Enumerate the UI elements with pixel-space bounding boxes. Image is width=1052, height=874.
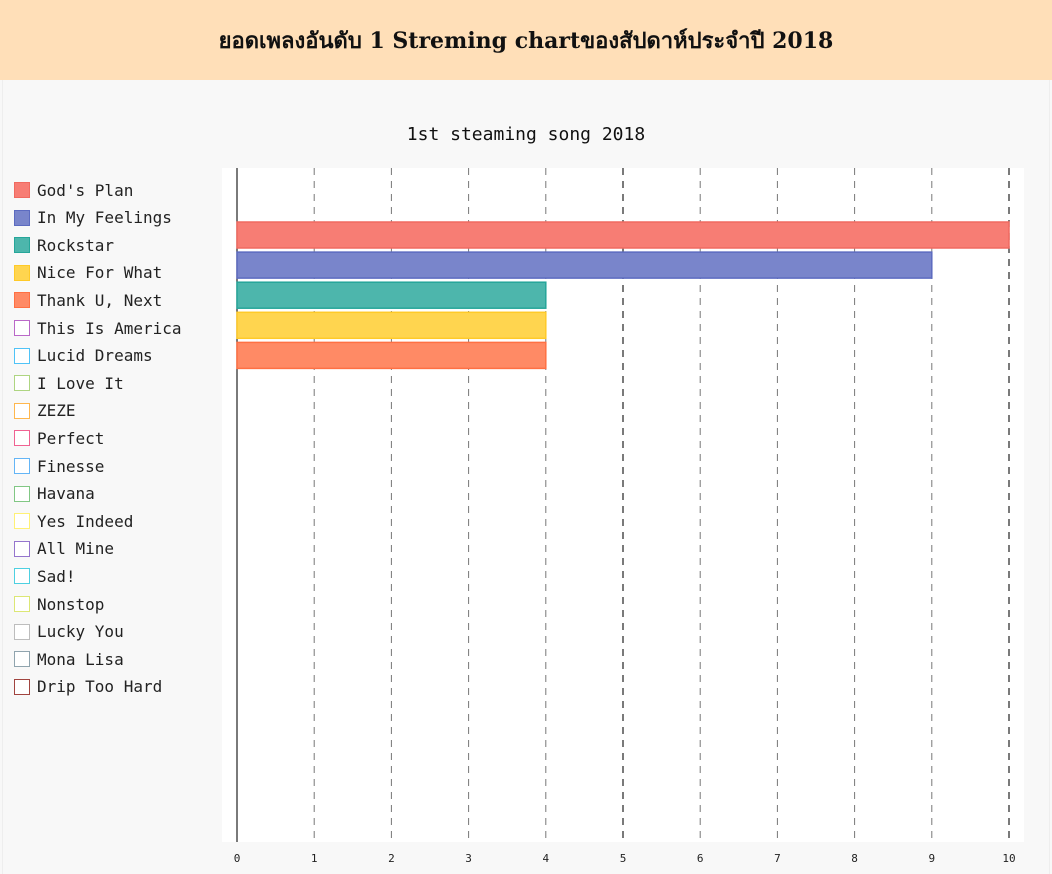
legend-swatch <box>14 237 30 254</box>
legend-swatch <box>14 678 30 695</box>
legend-label: Sad! <box>37 566 76 586</box>
legend-label: Havana <box>37 484 95 504</box>
legend-item[interactable]: God's Plan <box>14 180 133 200</box>
legend-item[interactable]: Perfect <box>14 428 104 448</box>
x-tick-label: 7 <box>774 852 781 865</box>
legend-item[interactable]: I Love It <box>14 373 124 393</box>
legend-label: In My Feelings <box>37 208 172 228</box>
legend-label: This Is America <box>37 318 182 338</box>
legend-label: God's Plan <box>37 180 134 200</box>
legend-swatch <box>14 209 30 226</box>
legend-item[interactable]: Drip Too Hard <box>14 677 162 697</box>
x-tick-label: 4 <box>542 852 549 865</box>
x-tick-label: 2 <box>388 852 395 865</box>
legend-item[interactable]: Thank U, Next <box>14 290 162 310</box>
x-tick-label: 3 <box>465 852 472 865</box>
bar <box>236 251 933 279</box>
legend-item[interactable]: Havana <box>14 484 95 504</box>
legend-item[interactable]: All Mine <box>14 539 114 559</box>
legend-label: Mona Lisa <box>37 649 124 669</box>
bar <box>236 311 547 340</box>
legend-item[interactable]: Mona Lisa <box>14 649 124 669</box>
legend-item[interactable]: Nice For What <box>14 263 162 283</box>
chart-title: 1st steaming song 2018 <box>406 124 646 145</box>
page-header: ยอดเพลงอันดับ 1 Streming chartของสัปดาห์… <box>0 0 1052 80</box>
legend-swatch <box>14 458 30 474</box>
legend-item[interactable]: Rockstar <box>14 235 114 255</box>
legend-item[interactable]: Lucky You <box>14 622 124 642</box>
legend-swatch <box>14 292 30 309</box>
legend-label: Drip Too Hard <box>37 677 163 697</box>
legend-swatch <box>14 320 30 336</box>
legend-swatch <box>14 375 30 392</box>
legend-item[interactable]: In My Feelings <box>14 208 172 228</box>
legend-swatch <box>14 264 30 281</box>
legend-item[interactable]: This Is America <box>14 318 182 338</box>
legend-label: Nonstop <box>37 594 105 614</box>
x-tick-label: 9 <box>928 852 935 865</box>
legend-label: I Love It <box>37 373 124 393</box>
legend-swatch <box>14 182 30 198</box>
x-tick-label: 5 <box>620 852 627 865</box>
legend-swatch <box>14 513 30 530</box>
legend-label: Lucky You <box>37 622 124 642</box>
legend-swatch <box>14 596 30 612</box>
page-title: ยอดเพลงอันดับ 1 Streming chartของสัปดาห์… <box>218 27 834 54</box>
legend-label: Perfect <box>37 428 105 448</box>
legend-swatch <box>14 430 30 447</box>
legend-swatch <box>14 402 30 419</box>
legend-item[interactable]: Sad! <box>14 566 76 586</box>
legend-label: Rockstar <box>37 235 115 255</box>
bar <box>236 341 547 370</box>
bar <box>236 281 547 309</box>
x-tick-label: 10 <box>1002 852 1015 865</box>
legend-item[interactable]: ZEZE <box>14 401 76 421</box>
legend-label: Finesse <box>37 456 105 476</box>
bar <box>236 221 1010 249</box>
x-tick-label: 6 <box>697 852 704 865</box>
legend-swatch <box>14 347 30 364</box>
x-tick-label: 8 <box>851 852 858 865</box>
legend-swatch <box>14 568 30 585</box>
legend-label: Lucid Dreams <box>37 346 153 366</box>
legend-label: Nice For What <box>37 263 163 283</box>
legend-item[interactable]: Nonstop <box>14 594 104 614</box>
legend-label: All Mine <box>37 539 115 559</box>
legend-swatch <box>14 485 30 502</box>
legend-label: Thank U, Next <box>37 290 163 310</box>
legend-swatch <box>14 540 30 557</box>
legend-item[interactable]: Finesse <box>14 456 104 476</box>
legend-swatch <box>14 623 30 640</box>
legend-item[interactable]: Lucid Dreams <box>14 346 153 366</box>
legend-label: ZEZE <box>37 401 76 421</box>
legend-swatch <box>14 651 30 668</box>
legend-label: Yes Indeed <box>37 511 134 531</box>
x-tick-label: 1 <box>311 852 318 865</box>
legend-item[interactable]: Yes Indeed <box>14 511 133 531</box>
x-tick-label: 0 <box>234 852 241 865</box>
